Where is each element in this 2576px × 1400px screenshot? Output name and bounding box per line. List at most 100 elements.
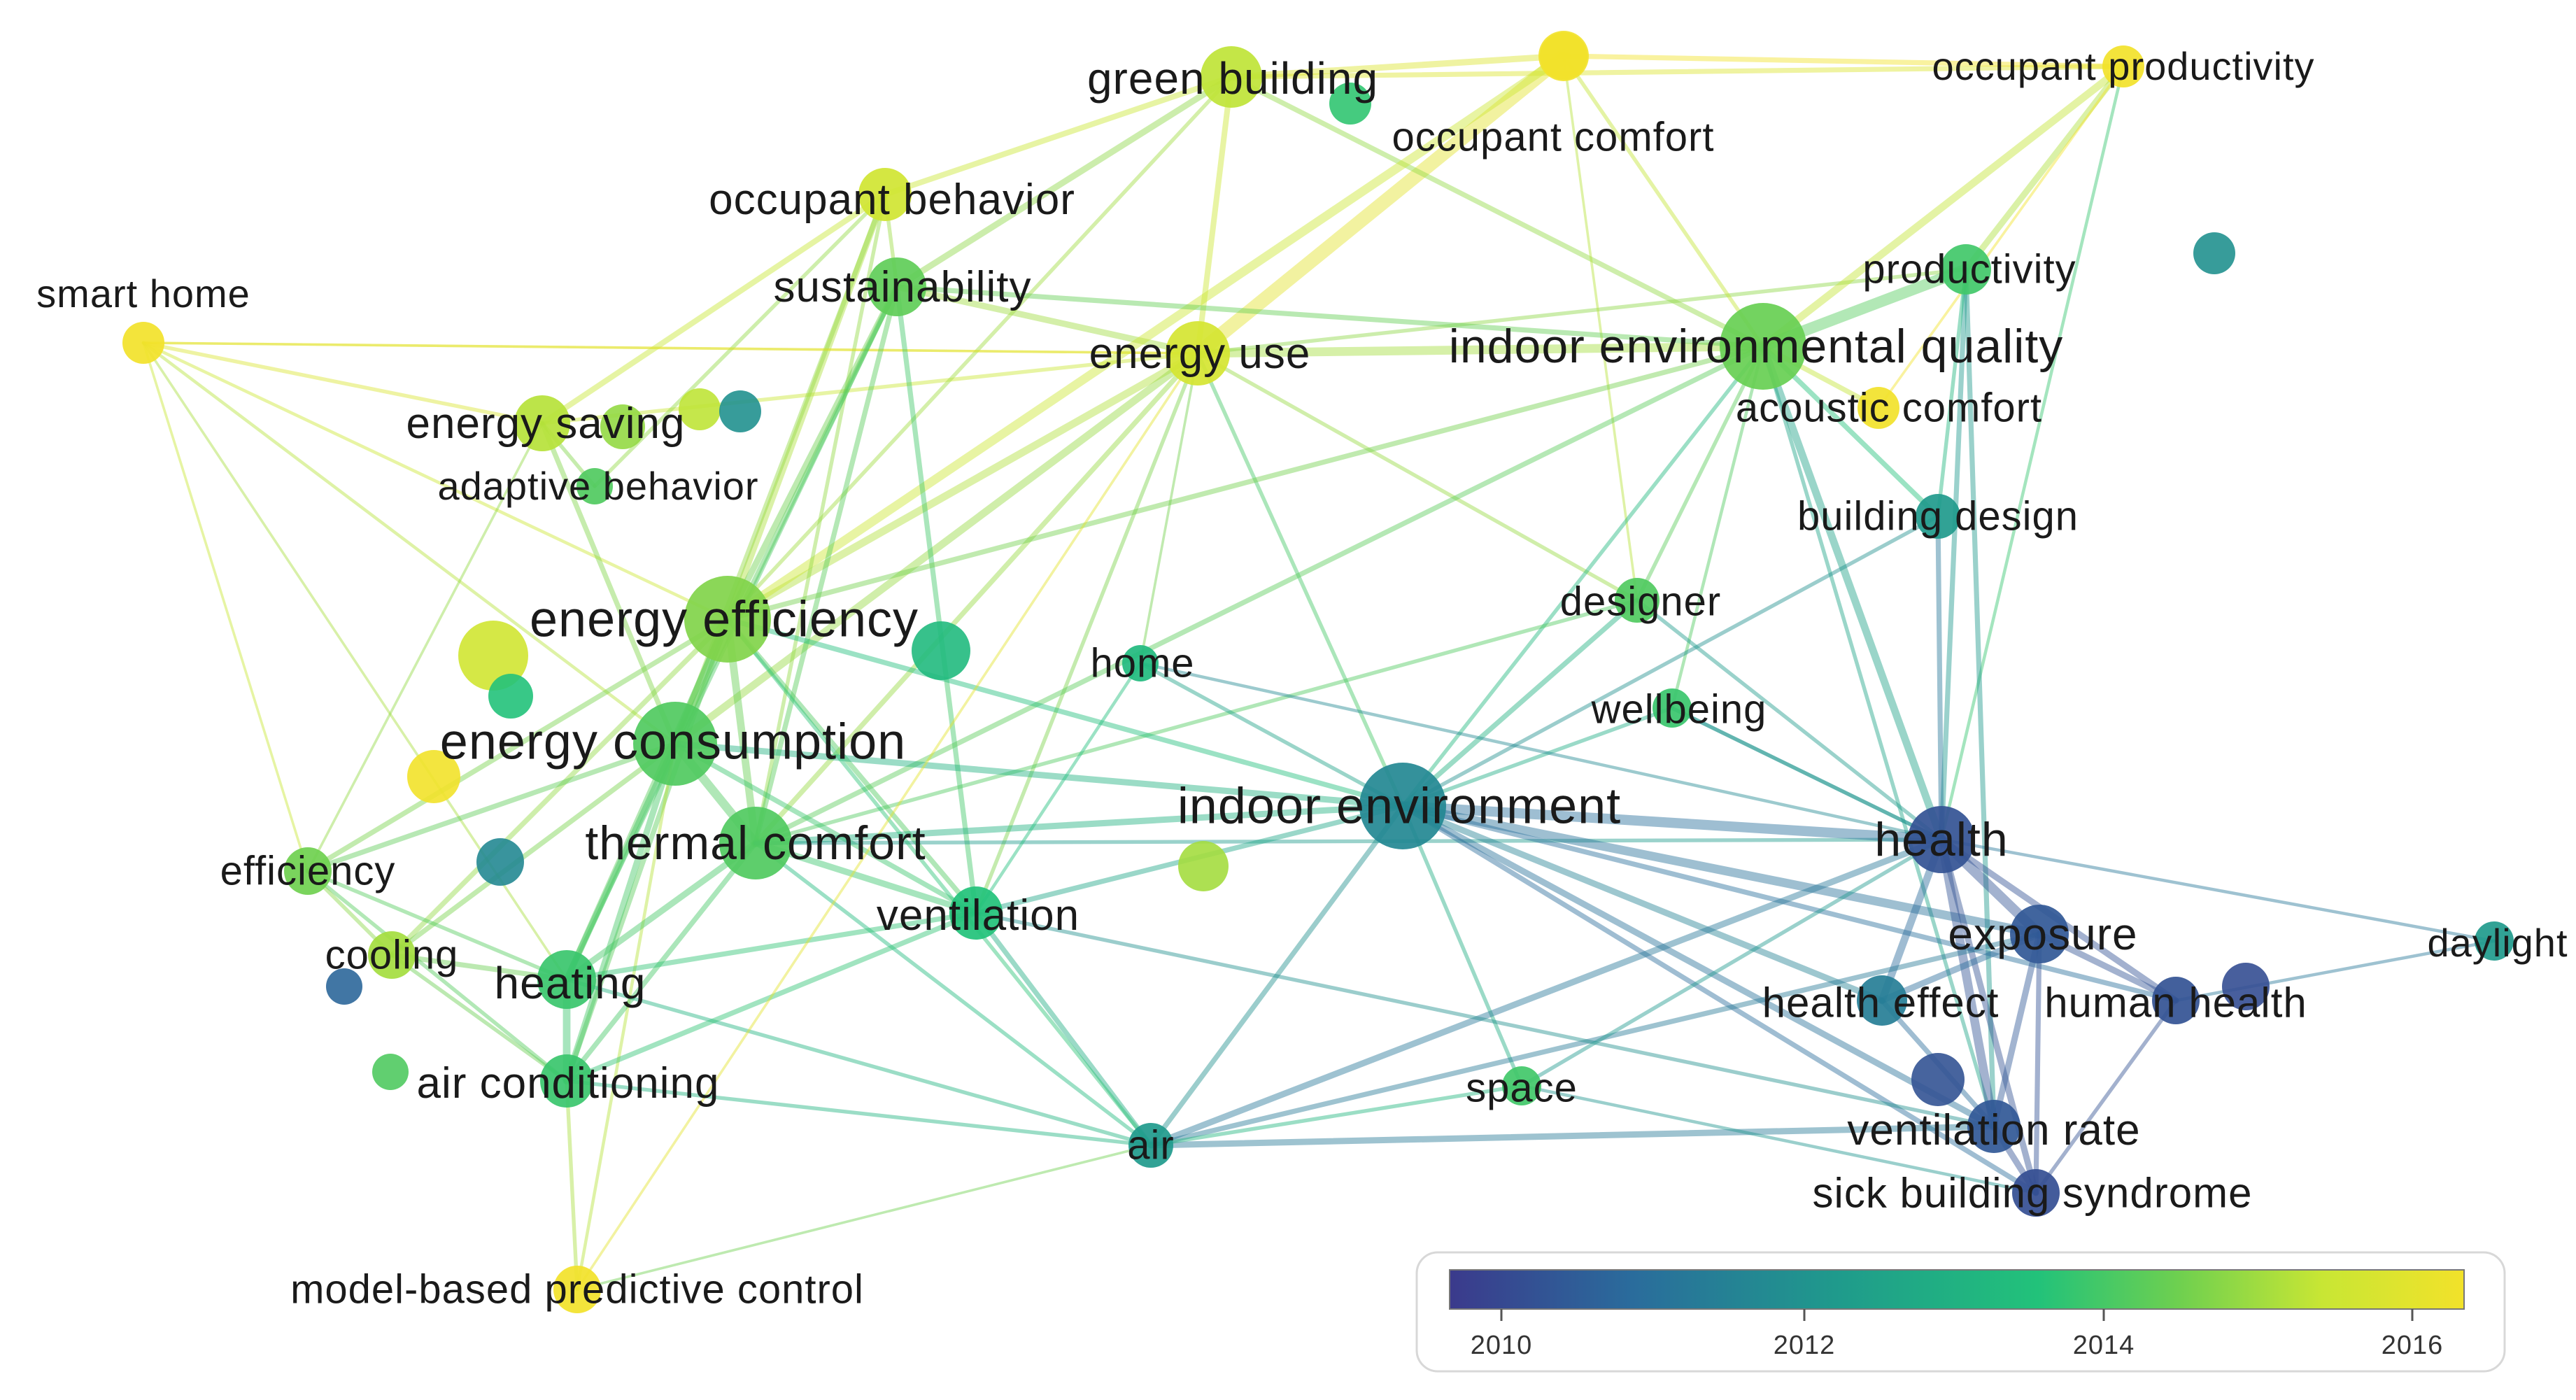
link-indoor_environment-air: [1148, 803, 1406, 1148]
node-space: [1502, 1066, 1541, 1105]
unlabeled-node-12: [326, 968, 362, 1005]
link-space-sick_building_syndrome: [1520, 1084, 2038, 1195]
node-indoor-environmental-quality: [1720, 303, 1806, 390]
link-indoor_environmental_quality-designer: [1635, 344, 1765, 602]
link-air-energy_efficiency: [726, 617, 1153, 1147]
node-label-energy-saving: energy saving: [406, 400, 685, 448]
link-indoor_environment-health: [1397, 800, 1947, 845]
link-indoor_environment-wellbeing: [1401, 706, 1674, 808]
link-energy_efficiency-indoor_environment: [725, 616, 1406, 809]
node-label-health-effect: health effect: [1762, 979, 2000, 1026]
link-designer-thermal_comfort: [753, 598, 1639, 845]
link-green_building-occupant_behavior: [882, 73, 1235, 198]
link-smart_home-efficiency: [142, 341, 309, 872]
node-ventilation-rate: [1967, 1100, 2021, 1153]
link-smart_home-energy_consumption: [141, 341, 677, 746]
link-energy_consumption-cooling: [389, 741, 678, 958]
link-indoor_environmental_quality-indoor_environment: [1401, 344, 1765, 808]
link-health-daylight: [1939, 837, 2496, 943]
link-air-ventilation: [973, 910, 1154, 1148]
node-label-sick-building-syndrome: sick building syndrome: [1813, 1169, 2253, 1216]
link-indoor_environment-ventilation_rate: [1399, 802, 1997, 1130]
node-label-air: air: [1127, 1123, 1174, 1168]
link-energy_use-thermal_comfort: [753, 351, 1201, 846]
link-energy_efficiency-efficiency: [305, 616, 730, 874]
unlabeled-node-8: [912, 621, 970, 680]
node-occupant-comfort: [1540, 32, 1587, 80]
link-ventilation-heating: [564, 910, 979, 982]
link-energy_use-sustainability: [893, 283, 1201, 357]
link-energy_efficiency-ventilation: [725, 616, 979, 916]
link-occupant_behavior-energy_saving: [539, 191, 889, 427]
link-indoor_environment-home: [1138, 661, 1405, 808]
link-health-air: [1147, 836, 1945, 1149]
link-energy_consumption-efficiency: [305, 741, 678, 874]
link-energy_consumption-heating: [563, 740, 679, 983]
link-heating-efficiency: [306, 869, 569, 982]
link-sustainability-energy_consumption: [672, 284, 900, 747]
unlabeled-node-11: [1178, 841, 1229, 891]
node-designer: [1615, 578, 1659, 623]
link-thermal_comfort-indoor_environment: [752, 802, 1406, 847]
link-occupant_behavior-thermal_comfort: [753, 192, 887, 845]
link-productivity-health: [1939, 267, 1969, 842]
link-air_conditioning-efficiency: [306, 869, 569, 1083]
link-occupant_behavior-adaptive_behavior: [593, 192, 887, 488]
unlabeled-node-5: [719, 390, 761, 432]
node-label-home: home: [1090, 641, 1194, 686]
node-wellbeing: [1653, 688, 1692, 728]
link-green_building-energy_efficiency: [726, 75, 1233, 621]
node-label-daylight: daylight: [2427, 921, 2568, 965]
unlabeled-node-10: [476, 838, 524, 886]
link-air-space: [1149, 1084, 1524, 1147]
legend-tick-label-2016: 2016: [2382, 1331, 2444, 1360]
node-label-exposure: exposure: [1948, 909, 2137, 959]
link-indoor_environmental_quality-thermal_comfort: [753, 344, 1766, 846]
link-energy_use-occupant_comfort: [1191, 49, 1571, 360]
node-building-design: [1916, 494, 1960, 539]
unlabeled-node-14: [1911, 1053, 1965, 1106]
node-label-acoustic-comfort: acoustic comfort: [1736, 386, 2042, 431]
link-air-heating: [565, 977, 1153, 1147]
node-air-conditioning: [540, 1054, 593, 1108]
link-indoor_environmental_quality-ventilation_rate: [1761, 344, 1996, 1129]
link-exposure-air: [1148, 931, 2042, 1148]
node-label-occupant-behavior: occupant behavior: [709, 176, 1075, 224]
link-ventilation_rate-air: [1147, 1123, 1997, 1149]
link-wellbeing-health: [1670, 706, 1944, 842]
link-health-ventilation_rate: [1937, 835, 1999, 1131]
link-energy_use-energy_saving: [540, 351, 1200, 425]
node-home: [1122, 645, 1159, 681]
node-occupant-behavior: [858, 168, 912, 221]
link-occupant_productivity-productivity: [1962, 63, 2127, 273]
node-adaptive-behavior: [576, 468, 613, 504]
node-label-adaptive-behavior: adaptive behavior: [437, 464, 758, 508]
link-sustainability-energy_efficiency: [724, 283, 900, 623]
link-energy_consumption-model_based_predictive_control: [575, 742, 677, 1292]
node-label-designer: designer: [1560, 579, 1721, 625]
node-energy-consumption: [633, 702, 717, 786]
link-energy_use-energy_efficiency: [723, 349, 1202, 623]
unlabeled-node-13: [372, 1054, 409, 1090]
node-label-energy-use: energy use: [1089, 330, 1311, 378]
link-smart_home-energy_use: [142, 341, 1199, 355]
link-human_health-sick_building_syndrome: [2034, 998, 2178, 1195]
legend-color-bar: [1449, 1269, 2465, 1310]
link-energy_use-ventilation: [974, 351, 1200, 915]
node-label-occupant-productivity: occupant productivity: [1932, 44, 2314, 88]
unlabeled-node-3: [600, 404, 645, 449]
link-thermal_comfort-air_conditioning: [564, 840, 758, 1084]
link-space-health: [1520, 837, 1944, 1088]
link-thermal_comfort-ventilation: [752, 840, 979, 917]
link-heating-cooling: [389, 952, 569, 982]
link-model_based_predictive_control-energy_use: [576, 352, 1199, 1291]
link-productivity-building_design: [1936, 267, 1968, 518]
year-color-legend: 2010 2012 2014 2016: [1415, 1251, 2506, 1373]
node-green-building: [1201, 46, 1262, 108]
link-sustainability-thermal_comfort: [753, 284, 900, 846]
link-productivity-ventilation_rate: [1963, 267, 1997, 1129]
link-air_conditioning-cooling: [390, 953, 569, 1083]
link-smart_home-energy_saving: [141, 341, 544, 425]
node-label-sustainability: sustainability: [774, 263, 1032, 311]
node-label-indoor-environment: indoor environment: [1177, 778, 1621, 834]
